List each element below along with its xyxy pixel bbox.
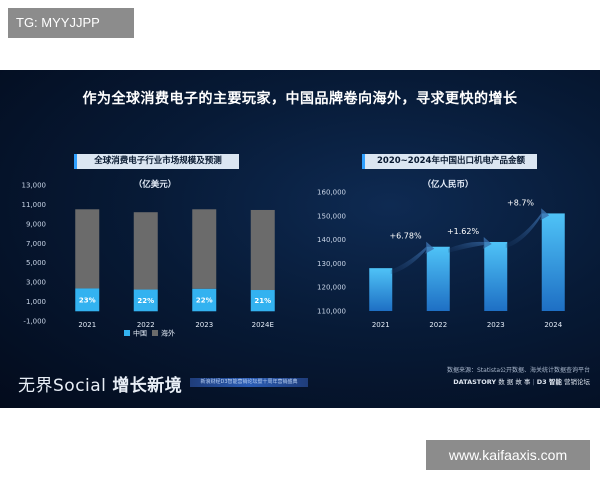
legend-swatch-overseas: [152, 330, 158, 336]
footer-event-strip: 新浪财经D3智能营销论坛暨十周年营销盛典: [190, 378, 308, 387]
footer-brand: DATASTORY 数 据 故 事 | D3 智能 营销论坛: [453, 378, 590, 386]
left-x-tick-label: 2022: [137, 321, 155, 329]
brand-datastory: DATASTORY: [453, 378, 497, 386]
growth-arrow: [390, 241, 435, 275]
watermark-tag-top: TG: MYYJJPP: [8, 8, 134, 38]
right-chart-unit: （亿人民币）: [422, 180, 474, 190]
presentation-slide: 作为全球消费电子的主要玩家，中国品牌卷向海外，寻求更快的增长 全球消费电子行业市…: [0, 70, 600, 408]
data-source-note: 数据来源：Statista公开数据、海关统计数据查询平台: [446, 367, 590, 374]
right-y-tick-label: 110,000: [317, 308, 346, 316]
legend-label-overseas: 海外: [161, 329, 175, 338]
legend-label-china: 中国: [133, 329, 147, 338]
right-x-tick-label: 2024: [544, 321, 562, 329]
slide-headline: 作为全球消费电子的主要玩家，中国品牌卷向海外，寻求更快的增长: [82, 91, 518, 107]
left-bar-china: [192, 288, 217, 312]
left-x-tick-label: 2023: [195, 321, 213, 329]
right-y-tick-label: 160,000: [317, 189, 346, 197]
right-bar: [541, 213, 565, 311]
left-bar-overseas: [75, 209, 100, 289]
growth-arrow: [505, 208, 550, 248]
right-y-tick-label: 150,000: [317, 212, 346, 220]
left-bar-overseas: [133, 212, 158, 290]
brand-d3: D3 智能: [536, 378, 562, 386]
right-bar: [484, 241, 508, 311]
right-y-tick-label: 140,000: [317, 236, 346, 244]
right-chart-title: 2020~2024年中国出口机电产品金额: [362, 154, 537, 169]
left-y-tick-label: 11,000: [22, 201, 47, 209]
left-y-tick-label: 5,000: [26, 259, 46, 267]
left-bar-china: [133, 289, 158, 312]
footer-logo: 无界Social 增长新境: [18, 371, 182, 396]
right-y-tick-label: 130,000: [317, 260, 346, 268]
growth-annotation-label: +1.62%: [447, 227, 480, 236]
left-bar-data-label: 21%: [254, 297, 271, 305]
charts-canvas: 13,000 11,000 9,000 7,000 5,000 3,000 1,000 -1,…: [22, 182, 565, 338]
left-bar-china: [75, 288, 100, 312]
left-bar-data-label: 23%: [79, 296, 96, 304]
left-y-tick-label: -1,000: [23, 318, 46, 326]
brand-datastory-cn: 数 据 故 事: [498, 378, 531, 386]
right-x-tick-label: 2022: [429, 321, 447, 329]
left-y-tick-label: 13,000: [22, 182, 47, 190]
legend-swatch-china: [124, 330, 130, 336]
left-bar-china: [250, 290, 275, 312]
growth-arrow: [448, 236, 492, 253]
left-x-tick-label: 2024E: [252, 321, 274, 329]
left-bar-data-label: 22%: [196, 297, 213, 305]
growth-annotation-label: +8.7%: [507, 198, 534, 207]
left-bar-overseas: [250, 209, 275, 291]
left-bar-data-label: 22%: [137, 297, 154, 305]
footer-logo-bold: 增长新境: [112, 376, 183, 396]
brand-d3-cn: 营销论坛: [564, 378, 590, 386]
right-y-tick-label: 120,000: [317, 284, 346, 292]
left-y-tick-label: 7,000: [26, 240, 46, 248]
left-y-tick-label: 9,000: [26, 220, 46, 228]
right-bar: [369, 268, 393, 311]
right-x-tick-label: 2021: [372, 321, 390, 329]
watermark-tag-bottom: www.kaifaaxis.com: [426, 440, 590, 470]
left-y-tick-label: 3,000: [26, 279, 46, 287]
left-chart-unit: （亿美元）: [133, 180, 177, 190]
left-x-tick-label: 2021: [78, 321, 96, 329]
right-bar: [426, 246, 450, 311]
right-x-tick-label: 2023: [487, 321, 505, 329]
left-chart-title: 全球消费电子行业市场规模及预测: [74, 154, 239, 169]
footer-logo-regular: 无界Social: [18, 376, 107, 396]
left-bar-overseas: [192, 209, 217, 289]
left-y-tick-label: 1,000: [26, 298, 46, 306]
growth-annotation-label: +6.78%: [389, 232, 422, 241]
